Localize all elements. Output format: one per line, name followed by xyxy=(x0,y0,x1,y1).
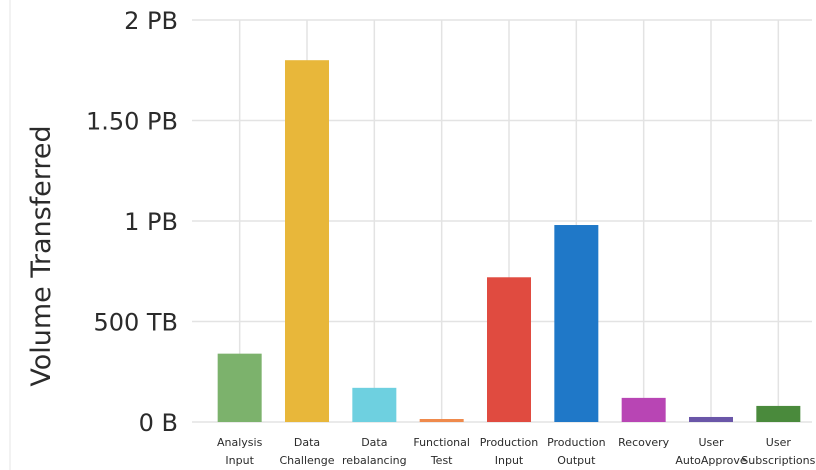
y-axis-label: Volume Transferred xyxy=(26,125,57,386)
x-tick-label: User AutoApprove xyxy=(675,436,747,467)
bar[interactable] xyxy=(689,416,733,422)
y-tick-label: 500 TB xyxy=(93,309,178,337)
x-tick-label-line: AutoApprove xyxy=(675,454,747,467)
bar[interactable] xyxy=(419,419,464,422)
bar[interactable] xyxy=(554,225,599,422)
bar[interactable] xyxy=(756,405,801,422)
bar[interactable] xyxy=(352,387,397,422)
x-tick-label-line: Recovery xyxy=(618,436,669,449)
x-tick-label: Data Challenge xyxy=(280,436,335,467)
x-tick-label: Production Output xyxy=(547,436,606,467)
y-tick-label: 1.50 PB xyxy=(86,108,178,136)
x-tick-label-line: User xyxy=(766,436,792,449)
y-tick-label: 0 B xyxy=(139,409,178,437)
bar-layer xyxy=(217,60,801,422)
bar[interactable] xyxy=(487,277,531,422)
x-tick-label-line: rebalancing xyxy=(342,454,407,467)
x-tick-label-line: Output xyxy=(557,454,596,467)
bar[interactable] xyxy=(621,397,666,422)
x-tick-label: Data rebalancing xyxy=(342,436,407,467)
x-tick-label-line: Test xyxy=(430,454,453,467)
x-tick-label: Functional Test xyxy=(413,436,470,467)
y-tick-label: 2 PB xyxy=(124,7,178,35)
x-tick-label-line: Production xyxy=(547,436,606,449)
grid-layer xyxy=(192,19,812,423)
bar[interactable] xyxy=(285,60,329,422)
x-tick-label-line: Subscriptions xyxy=(741,454,815,467)
x-tick-label: Analysis Input xyxy=(217,436,263,467)
x-tick-label-line: Functional xyxy=(413,436,470,449)
x-tick-label-line: Challenge xyxy=(280,454,335,467)
y-tick-label: 1 PB xyxy=(124,208,178,236)
x-tick-label-line: Input xyxy=(495,454,524,467)
x-tick-label-line: Data xyxy=(294,436,320,449)
x-tick-label: User Subscriptions xyxy=(741,436,815,467)
x-tick-label-line: User xyxy=(698,436,724,449)
x-tick-label-line: Input xyxy=(225,454,254,467)
x-tick-label-line: Production xyxy=(480,436,539,449)
x-tick-label: Production Input xyxy=(480,436,539,467)
y-axis-ticks: 0 B 500 TB 1 PB 1.50 PB 2 PB xyxy=(86,7,178,437)
x-tick-label: Recovery xyxy=(618,436,669,449)
x-tick-label-line: Analysis xyxy=(217,436,263,449)
bar[interactable] xyxy=(217,353,262,422)
x-axis-ticks: Analysis Input Data Challenge Data rebalancin… xyxy=(217,436,816,467)
x-tick-label-line: Data xyxy=(361,436,387,449)
